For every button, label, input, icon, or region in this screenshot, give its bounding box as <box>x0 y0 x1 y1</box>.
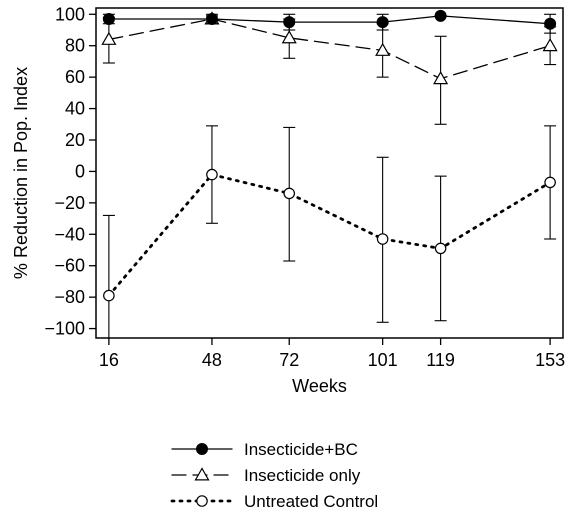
series-line <box>107 173 552 297</box>
data-point <box>103 289 115 302</box>
data-point <box>376 16 389 29</box>
data-point <box>434 242 447 255</box>
series-0 <box>102 9 557 34</box>
y-tick-label: 40 <box>65 99 85 119</box>
x-tick-label: 153 <box>535 350 565 370</box>
series-1 <box>101 11 558 125</box>
data-point <box>206 168 218 181</box>
legend-label: Untreated Control <box>244 492 378 511</box>
y-tick-label: 100 <box>55 4 85 24</box>
data-point <box>544 17 557 30</box>
x-tick-label: 72 <box>279 350 299 370</box>
series-2 <box>102 125 557 338</box>
legend-marker <box>196 495 208 507</box>
y-tick-label: −20 <box>54 193 85 213</box>
y-tick-label: −100 <box>44 319 85 339</box>
x-axis: 16 48 72 101 119 153 <box>99 338 565 370</box>
x-tick-label: 119 <box>426 350 455 370</box>
y-tick-label: −60 <box>54 256 85 276</box>
legend-marker <box>194 467 210 481</box>
y-tick-label: −80 <box>54 287 85 307</box>
plot-area-frame <box>95 7 564 339</box>
y-tick-label: −40 <box>54 224 85 244</box>
data-point <box>101 31 117 45</box>
data-point <box>542 38 558 52</box>
legend-entry-2: Untreated Control <box>170 492 378 511</box>
legend: Insecticide+BC Insecticide only Untreated … <box>170 440 378 511</box>
x-tick-label: 48 <box>202 350 222 370</box>
data-point <box>283 187 296 200</box>
y-tick-label: 60 <box>65 67 85 87</box>
data-point <box>205 13 218 25</box>
series-layer <box>101 9 558 338</box>
data-point <box>376 233 389 245</box>
y-axis: −100 −80 −60 −40 −20 0 20 40 60 80 100 <box>44 4 96 339</box>
y-tick-label: 80 <box>65 36 85 56</box>
data-point <box>434 9 447 22</box>
legend-label: Insecticide+BC <box>244 440 358 459</box>
legend-label: Insecticide only <box>244 466 361 485</box>
y-axis-title: % Reduction in Pop. Index <box>11 67 31 279</box>
data-point <box>544 176 556 189</box>
data-point <box>433 71 449 85</box>
x-axis-title: Weeks <box>292 376 347 396</box>
data-point <box>281 30 297 44</box>
series-line <box>108 15 551 25</box>
legend-entry-1: Insecticide only <box>171 466 361 485</box>
y-tick-label: 0 <box>75 161 85 181</box>
x-tick-label: 16 <box>99 350 119 370</box>
y-tick-label: 20 <box>65 130 85 150</box>
data-point <box>375 42 391 56</box>
data-point <box>102 13 115 25</box>
legend-entry-0: Insecticide+BC <box>171 440 358 459</box>
legend-marker <box>196 443 208 455</box>
series-line <box>108 18 551 80</box>
x-tick-label: 101 <box>368 350 398 370</box>
data-point <box>283 16 296 29</box>
